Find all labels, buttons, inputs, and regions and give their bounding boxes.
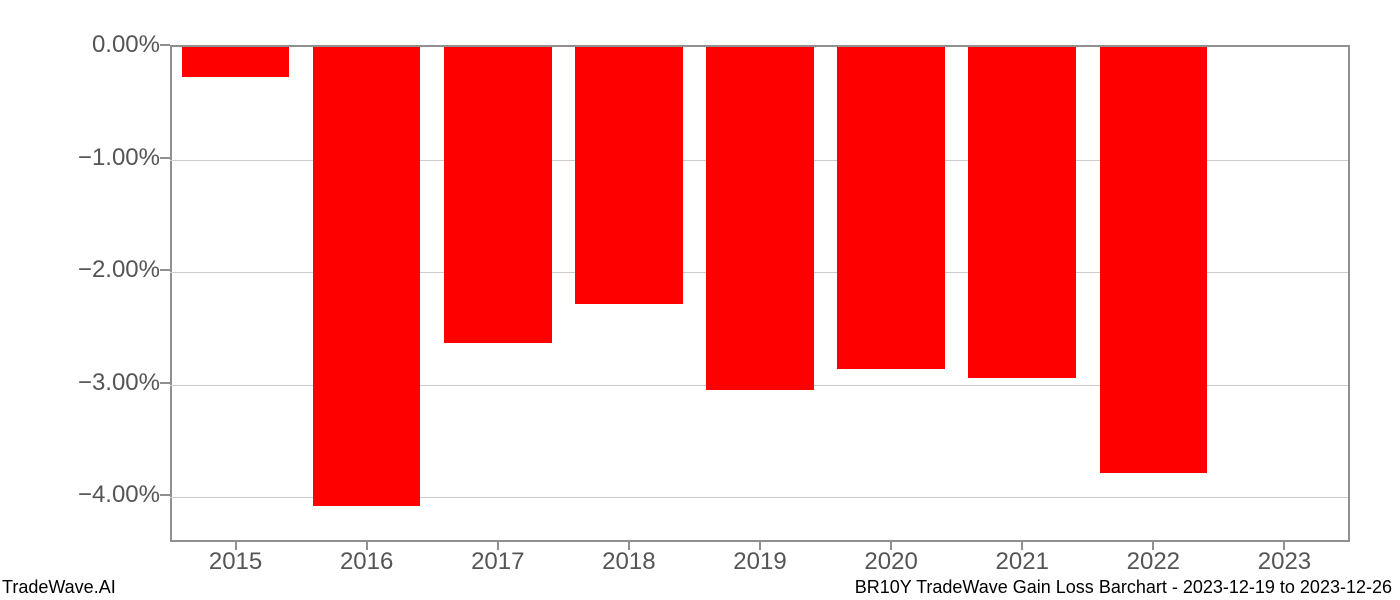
bar bbox=[968, 47, 1076, 378]
x-tick-mark bbox=[235, 540, 237, 550]
y-tick-mark bbox=[160, 157, 170, 159]
bar bbox=[444, 47, 552, 343]
y-tick-label: −3.00% bbox=[10, 369, 160, 397]
y-tick-label: −4.00% bbox=[10, 481, 160, 509]
x-tick-mark bbox=[890, 540, 892, 550]
y-tick-mark bbox=[160, 382, 170, 384]
x-tick-label: 2017 bbox=[471, 548, 524, 576]
watermark-label: TradeWave.AI bbox=[2, 577, 116, 598]
plot-area bbox=[170, 45, 1350, 540]
x-tick-label: 2016 bbox=[340, 548, 393, 576]
y-tick-label: −2.00% bbox=[10, 256, 160, 284]
bar bbox=[313, 47, 421, 506]
gain-loss-barchart: TradeWave.AI BR10Y TradeWave Gain Loss B… bbox=[0, 0, 1400, 600]
bar bbox=[575, 47, 683, 304]
y-tick-label: −1.00% bbox=[10, 144, 160, 172]
x-tick-mark bbox=[628, 540, 630, 550]
x-tick-mark bbox=[1152, 540, 1154, 550]
y-tick-mark bbox=[160, 44, 170, 46]
bar bbox=[182, 47, 290, 77]
x-tick-mark bbox=[1283, 540, 1285, 550]
y-tick-mark bbox=[160, 269, 170, 271]
x-tick-label: 2021 bbox=[996, 548, 1049, 576]
x-tick-label: 2018 bbox=[602, 548, 655, 576]
x-tick-label: 2019 bbox=[733, 548, 786, 576]
y-tick-mark bbox=[160, 494, 170, 496]
bar bbox=[837, 47, 945, 369]
x-tick-mark bbox=[759, 540, 761, 550]
x-tick-mark bbox=[497, 540, 499, 550]
x-tick-mark bbox=[366, 540, 368, 550]
x-tick-label: 2015 bbox=[209, 548, 262, 576]
x-tick-label: 2023 bbox=[1258, 548, 1311, 576]
bar bbox=[1100, 47, 1208, 473]
x-tick-label: 2020 bbox=[864, 548, 917, 576]
chart-caption: BR10Y TradeWave Gain Loss Barchart - 202… bbox=[855, 577, 1392, 598]
x-tick-label: 2022 bbox=[1127, 548, 1180, 576]
bar bbox=[706, 47, 814, 390]
x-tick-mark bbox=[1021, 540, 1023, 550]
y-tick-label: 0.00% bbox=[10, 31, 160, 59]
